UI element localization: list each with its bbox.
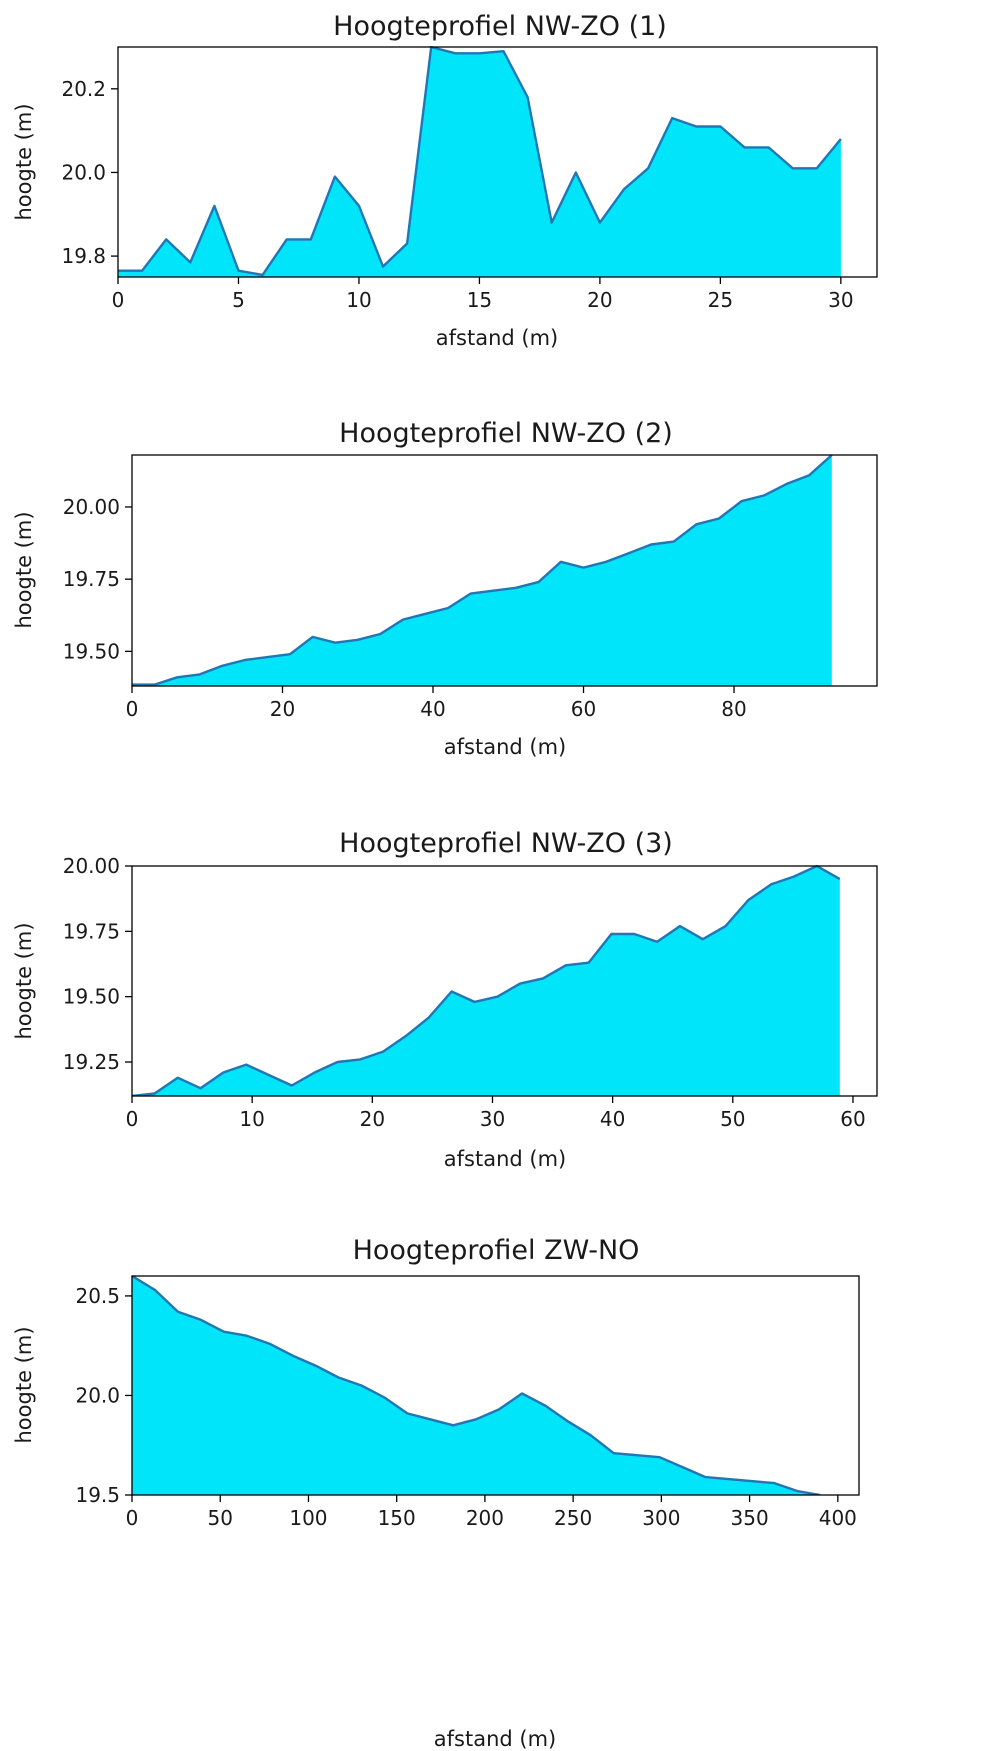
plot-area <box>118 46 842 277</box>
x-tick-label: 20 <box>270 697 295 721</box>
y-tick-label: 19.50 <box>63 985 120 1009</box>
x-tick-label: 50 <box>208 1506 233 1530</box>
y-axis-label: hoogte (m) <box>12 922 36 1039</box>
x-tick-label: 20 <box>587 288 612 312</box>
x-tick-label: 150 <box>378 1506 416 1530</box>
y-tick-label: 20.2 <box>61 77 106 101</box>
y-axis-label: hoogte (m) <box>12 1326 36 1443</box>
panel-2: Hoogteprofiel NW-ZO (2) hoogte (m) afsta… <box>12 418 878 759</box>
chart-title: Hoogteprofiel ZW-NO <box>353 1235 640 1266</box>
elevation-area <box>132 866 840 1096</box>
y-tick-label: 19.5 <box>75 1483 120 1507</box>
elevation-area <box>132 1276 821 1495</box>
x-tick-label: 50 <box>720 1107 745 1131</box>
y-axis-label: hoogte (m) <box>12 511 36 628</box>
x-axis-label: afstand (m) <box>444 735 566 759</box>
y-tick-label: 19.75 <box>63 919 120 943</box>
elevation-line <box>118 46 842 277</box>
x-tick-label: 0 <box>112 288 125 312</box>
x-tick-label: 30 <box>828 288 853 312</box>
panel-3: Hoogteprofiel NW-ZO (3) hoogte (m) afsta… <box>12 828 878 1171</box>
elevation-line <box>132 1275 821 1495</box>
x-tick-label: 20 <box>360 1107 385 1131</box>
y-tick-label: 19.75 <box>63 567 120 591</box>
x-axis-label: afstand (m) <box>444 1147 566 1171</box>
x-tick-label: 10 <box>346 288 371 312</box>
y-axis-label: hoogte (m) <box>12 103 36 220</box>
y-tick-label: 20.00 <box>63 854 120 878</box>
panel-4: Hoogteprofiel ZW-NO hoogte (m) afstand (… <box>12 1235 860 1751</box>
x-tick-label: 60 <box>571 697 596 721</box>
elevation-area <box>118 47 841 277</box>
axes-frame <box>131 1275 860 1496</box>
y-tick-label: 20.0 <box>75 1383 120 1407</box>
x-tick-label: 300 <box>642 1506 680 1530</box>
elevation-line <box>132 454 833 686</box>
x-tick-label: 100 <box>289 1506 327 1530</box>
chart-title: Hoogteprofiel NW-ZO (1) <box>333 11 667 42</box>
x-tick-label: 10 <box>239 1107 264 1131</box>
axes-frame <box>117 46 878 278</box>
panel-1: Hoogteprofiel NW-ZO (1) hoogte (m) afsta… <box>12 11 878 350</box>
x-tick-label: 0 <box>126 697 139 721</box>
x-tick-label: 0 <box>126 1506 139 1530</box>
elevation-line <box>132 865 841 1096</box>
x-tick-label: 80 <box>721 697 746 721</box>
x-tick-label: 60 <box>840 1107 865 1131</box>
x-tick-label: 0 <box>126 1107 139 1131</box>
x-tick-label: 350 <box>731 1506 769 1530</box>
y-tick-label: 19.8 <box>61 244 106 268</box>
x-tick-label: 400 <box>819 1506 857 1530</box>
y-tick-label: 20.5 <box>75 1284 120 1308</box>
axes-frame <box>131 454 878 687</box>
chart-title: Hoogteprofiel NW-ZO (3) <box>339 828 673 859</box>
x-axis-label: afstand (m) <box>434 1727 556 1751</box>
y-tick-label: 19.25 <box>63 1050 120 1074</box>
plot-area <box>132 454 833 686</box>
y-tick-label: 20.0 <box>61 160 106 184</box>
elevation-area <box>132 455 832 686</box>
y-tick-label: 20.00 <box>63 495 120 519</box>
x-axis-label: afstand (m) <box>436 326 558 350</box>
y-tick-label: 19.50 <box>63 639 120 663</box>
x-tick-label: 15 <box>467 288 492 312</box>
plot-area <box>132 1275 821 1495</box>
axes-frame <box>131 865 878 1097</box>
x-tick-label: 40 <box>600 1107 625 1131</box>
chart-title: Hoogteprofiel NW-ZO (2) <box>339 418 673 449</box>
x-tick-label: 40 <box>420 697 445 721</box>
plot-area <box>132 865 841 1096</box>
x-tick-label: 200 <box>466 1506 504 1530</box>
x-tick-label: 30 <box>480 1107 505 1131</box>
x-tick-label: 250 <box>554 1506 592 1530</box>
x-tick-label: 5 <box>232 288 245 312</box>
x-tick-label: 25 <box>708 288 733 312</box>
